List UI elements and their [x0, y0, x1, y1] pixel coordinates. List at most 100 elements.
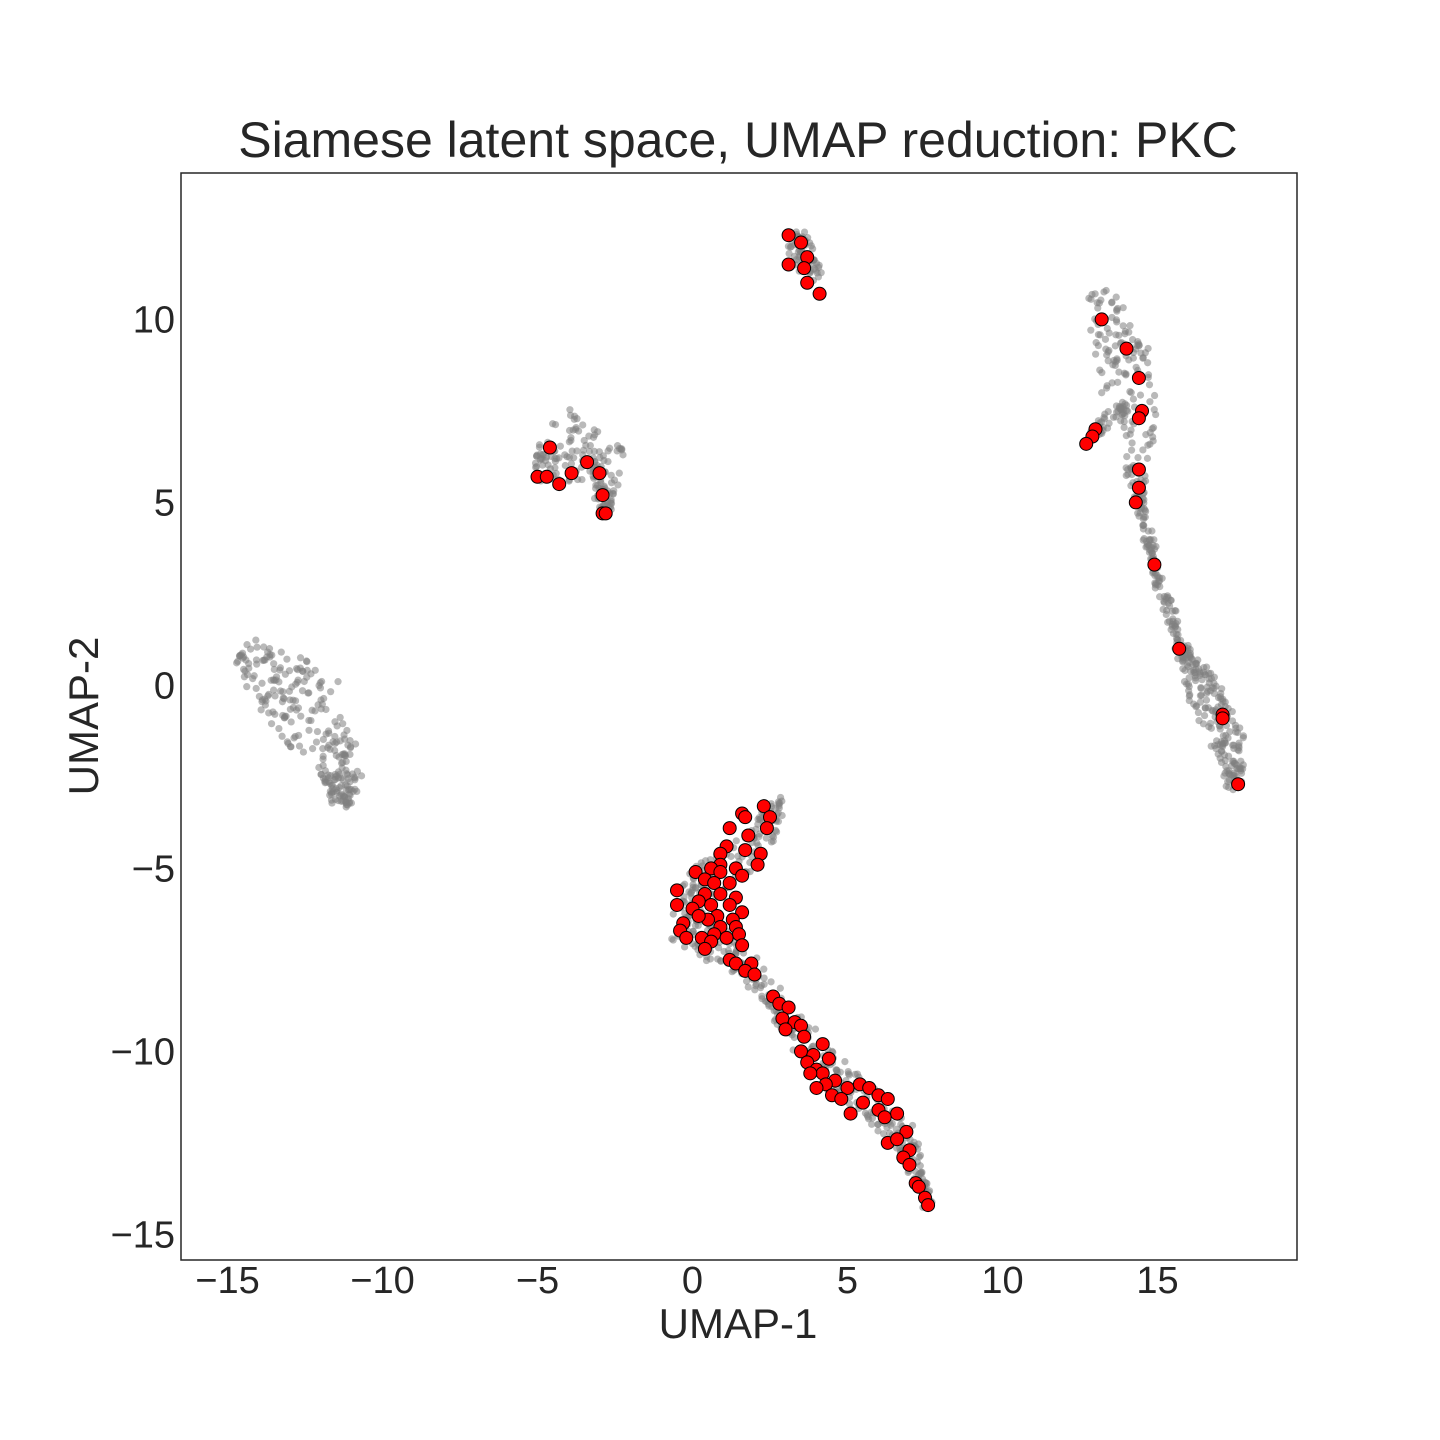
y-tick-label: 5 [154, 482, 175, 524]
plot-area [180, 172, 1298, 1261]
background-point [266, 653, 274, 661]
background-point [241, 667, 249, 675]
background-point [1225, 770, 1233, 778]
background-point [314, 701, 322, 709]
background-point [594, 481, 602, 489]
background-point [1126, 322, 1134, 330]
highlight-point [722, 897, 737, 912]
background-point [1207, 724, 1215, 732]
background-point [1114, 304, 1122, 313]
highlight-point [911, 1179, 926, 1194]
highlight-point [735, 905, 750, 920]
highlight-point [539, 469, 554, 484]
highlight-point [719, 930, 734, 945]
background-point [257, 706, 265, 714]
background-point [916, 1151, 925, 1160]
background-point [322, 705, 330, 714]
background-point [265, 709, 273, 717]
background-point [292, 664, 301, 673]
background-point [566, 406, 574, 414]
highlight-point [750, 857, 765, 872]
background-point [357, 772, 366, 780]
background-point [331, 718, 339, 726]
background-point [688, 886, 696, 895]
background-point [1150, 391, 1159, 400]
background-point [245, 660, 253, 668]
background-point [1128, 439, 1136, 447]
highlight-point [800, 275, 815, 290]
background-point [320, 694, 328, 703]
background-point [1155, 577, 1164, 585]
highlight-point [1131, 411, 1146, 426]
background-point [304, 689, 312, 697]
background-point [1103, 324, 1111, 333]
background-point [600, 482, 608, 490]
background-point [349, 787, 357, 796]
x-tick-label: 10 [981, 1260, 1023, 1302]
highlight-points-layer [530, 228, 1246, 1213]
background-point [1203, 683, 1211, 691]
background-point [1174, 631, 1182, 639]
highlight-point [1079, 436, 1094, 451]
background-point [260, 643, 268, 651]
background-point [1162, 593, 1170, 601]
background-point [1139, 353, 1147, 362]
background-point [1202, 663, 1211, 671]
highlight-point [679, 930, 694, 945]
background-point [595, 448, 603, 456]
background-point [714, 955, 722, 963]
x-axis-label: UMAP-1 [659, 1300, 818, 1347]
background-point [289, 696, 297, 704]
background-point [350, 773, 358, 781]
highlight-point [1131, 462, 1146, 477]
highlight-point [856, 1095, 870, 1110]
x-axis-ticks: −15 −10 −5 0 5 10 15 [195, 1260, 1178, 1302]
background-point [1103, 351, 1111, 359]
background-point [586, 467, 594, 475]
background-point [1146, 428, 1154, 437]
background-point [1144, 373, 1152, 382]
highlight-point [552, 477, 567, 492]
background-point [868, 1114, 877, 1122]
background-point [1202, 696, 1211, 704]
background-point [1117, 417, 1125, 425]
background-point [556, 442, 564, 450]
background-point [342, 803, 350, 811]
background-point [1142, 537, 1151, 545]
x-tick-label: 5 [837, 1260, 858, 1302]
background-point [285, 667, 294, 675]
background-point [292, 706, 301, 714]
background-point [760, 980, 768, 988]
background-point [1232, 728, 1240, 736]
background-point [841, 1057, 849, 1066]
background-point [283, 655, 291, 663]
background-point [1143, 454, 1152, 462]
background-point [1156, 593, 1164, 601]
background-point [319, 755, 327, 763]
highlight-point [704, 897, 719, 912]
background-point [1120, 423, 1128, 431]
background-point [265, 645, 274, 653]
background-point [724, 946, 732, 955]
background-point [292, 680, 300, 688]
background-point [1127, 446, 1136, 454]
y-tick-label: −15 [111, 1214, 175, 1256]
background-point [294, 731, 303, 740]
background-point [916, 1162, 924, 1170]
background-point [1181, 666, 1189, 675]
background-point [278, 698, 287, 706]
background-point [1194, 656, 1202, 664]
background-point [1186, 691, 1194, 699]
highlight-point [899, 1124, 914, 1139]
background-point [276, 666, 284, 674]
background-point [1159, 605, 1167, 614]
background-point [1191, 676, 1200, 685]
background-point [258, 679, 266, 687]
highlight-point [670, 883, 684, 898]
x-tick-label: −15 [195, 1260, 259, 1302]
background-point [1092, 339, 1100, 347]
background-point [278, 732, 286, 740]
background-point [589, 433, 598, 441]
background-point [863, 1111, 871, 1119]
background-point [328, 784, 337, 793]
